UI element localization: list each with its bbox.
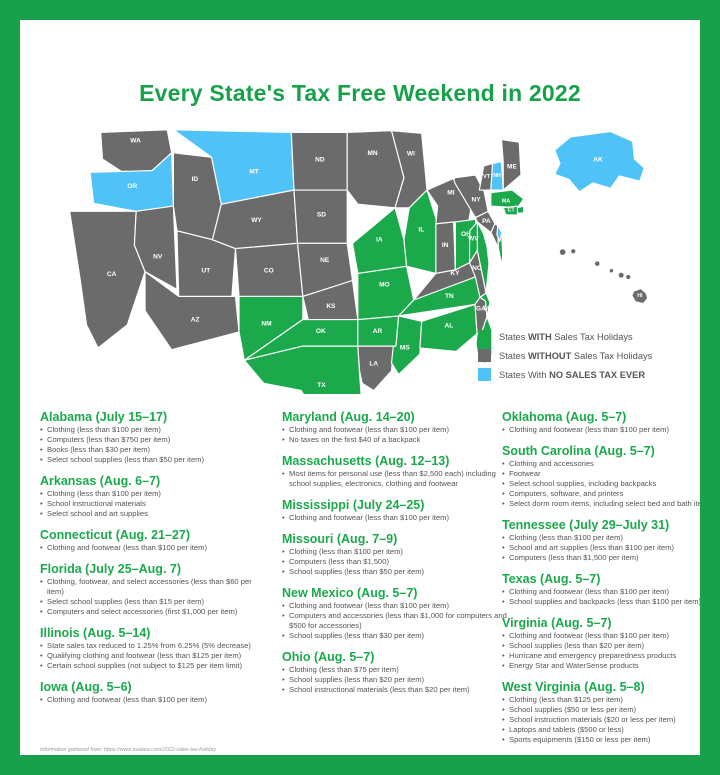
svg-text:DE: DE (521, 228, 529, 234)
svg-text:NJ: NJ (514, 232, 521, 238)
svg-text:MD: MD (525, 242, 533, 248)
svg-text:RI: RI (535, 206, 541, 212)
svg-text:VA: VA (502, 250, 511, 257)
